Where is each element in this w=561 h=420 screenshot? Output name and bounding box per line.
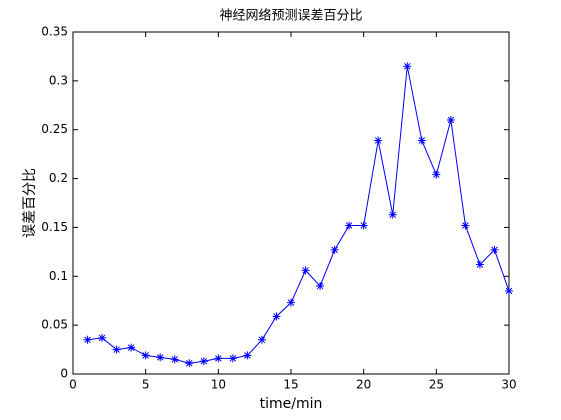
- point-marker: [446, 115, 455, 124]
- point-marker: [490, 245, 499, 254]
- point-marker: [272, 312, 281, 321]
- x-tick-label: 10: [211, 378, 226, 392]
- x-tick-label: 5: [142, 378, 150, 392]
- point-marker: [316, 282, 325, 291]
- point-marker: [127, 343, 136, 352]
- point-marker: [185, 359, 194, 368]
- point-marker: [403, 62, 412, 71]
- x-axis-label: time/min: [260, 396, 323, 412]
- point-marker: [83, 335, 92, 344]
- point-marker: [301, 266, 310, 275]
- point-marker: [287, 298, 295, 307]
- y-tick-label: 0.2: [49, 171, 68, 185]
- x-tick-label: 20: [356, 378, 371, 392]
- point-marker: [170, 355, 179, 364]
- point-marker: [112, 345, 121, 354]
- y-tick-label: 0.1: [49, 269, 68, 283]
- y-axis-label: 误差百分比: [22, 168, 38, 238]
- point-marker: [257, 335, 266, 344]
- point-marker: [374, 136, 383, 145]
- y-tick-label: 0.35: [41, 25, 68, 39]
- point-marker: [505, 286, 513, 295]
- y-tick-label: 0.15: [41, 220, 68, 234]
- y-tick-label: 0.05: [41, 318, 68, 332]
- point-marker: [359, 221, 368, 230]
- y-tick-label: 0: [60, 367, 68, 381]
- x-tick-label: 15: [283, 378, 298, 392]
- point-marker: [475, 260, 484, 269]
- point-marker: [141, 351, 150, 360]
- point-marker: [461, 221, 470, 230]
- point-marker: [98, 333, 107, 342]
- point-marker: [388, 210, 397, 219]
- point-marker: [345, 221, 354, 230]
- point-marker: [243, 351, 252, 360]
- x-tick-label: 30: [501, 378, 516, 392]
- point-marker: [214, 354, 223, 363]
- point-marker: [432, 170, 441, 179]
- axes-box: [72, 31, 510, 375]
- point-marker: [199, 357, 208, 366]
- y-tick-label: 0.3: [49, 73, 68, 87]
- x-tick-label: 25: [429, 378, 444, 392]
- point-marker: [228, 354, 237, 363]
- point-marker: [330, 245, 339, 254]
- y-tick-label: 0.25: [41, 122, 68, 136]
- point-marker: [417, 136, 426, 145]
- chart-title: 神经网络预测误差百分比: [219, 8, 362, 24]
- point-marker: [156, 353, 165, 362]
- x-tick-label: 0: [69, 378, 77, 392]
